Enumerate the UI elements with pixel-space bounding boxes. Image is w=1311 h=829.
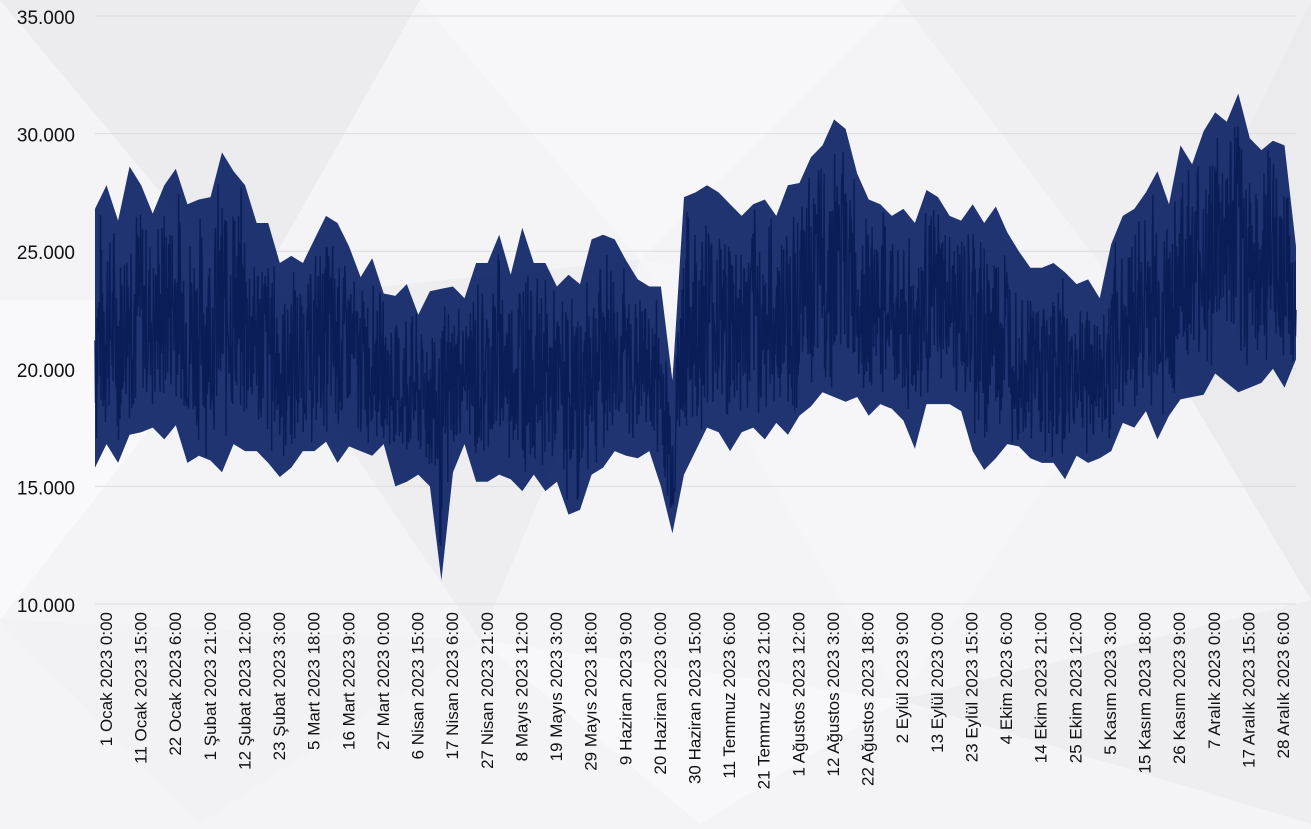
x-tick-label: 11 Ocak 2023 15:00 xyxy=(132,612,151,764)
x-tick-label: 22 Ocak 2023 6:00 xyxy=(166,612,185,756)
y-tick-label: 15.000 xyxy=(17,478,75,499)
background-facet xyxy=(900,0,1311,330)
x-tick-label: 27 Nisan 2023 21:00 xyxy=(478,612,497,769)
x-tick-label: 1 Ağustos 2023 12:00 xyxy=(789,612,808,776)
x-tick-label: 20 Haziran 2023 0:00 xyxy=(651,612,670,775)
background-facet xyxy=(0,620,480,824)
x-tick-label: 4 Ekim 2023 6:00 xyxy=(997,612,1016,744)
x-tick-label: 17 Aralık 2023 15:00 xyxy=(1239,612,1258,768)
background-facet xyxy=(0,0,420,300)
x-tick-label: 6 Nisan 2023 15:00 xyxy=(409,612,428,759)
y-tick-label: 20.000 xyxy=(17,361,75,382)
x-tick-label: 23 Şubat 2023 3:00 xyxy=(270,612,289,760)
background-facet xyxy=(480,640,900,824)
x-axis-ticks: 1 Ocak 2023 0:00 11 Ocak 2023 15:00 22 Oca… xyxy=(97,612,1293,789)
x-tick-label: 12 Şubat 2023 12:00 xyxy=(235,612,254,770)
x-tick-label: 15 Kasım 2023 18:00 xyxy=(1136,612,1155,774)
background-facet xyxy=(900,600,1311,824)
series-line xyxy=(94,126,1297,546)
x-tick-label: 11 Temmuz 2023 6:00 xyxy=(720,612,739,779)
x-tick-label: 22 Ağustos 2023 18:00 xyxy=(859,612,878,786)
x-tick-label: 13 Eylül 2023 0:00 xyxy=(928,612,947,753)
y-axis-ticks: 10.000 15.000 20.000 25.000 30.000 35.000 xyxy=(17,8,75,617)
x-tick-label: 17 Nisan 2023 6:00 xyxy=(443,612,462,759)
x-tick-label: 9 Haziran 2023 9:00 xyxy=(616,612,635,765)
x-tick-label: 1 Ocak 2023 0:00 xyxy=(97,612,116,746)
x-tick-label: 1 Şubat 2023 21:00 xyxy=(201,612,220,760)
x-tick-label: 28 Aralık 2023 6:00 xyxy=(1274,612,1293,759)
x-tick-label: 12 Ağustos 2023 3:00 xyxy=(824,612,843,776)
x-tick-label: 5 Kasım 2023 3:00 xyxy=(1101,612,1120,755)
x-tick-label: 23 Eylül 2023 15:00 xyxy=(962,612,981,762)
y-tick-label: 10.000 xyxy=(17,596,75,617)
x-tick-label: 26 Kasım 2023 9:00 xyxy=(1170,612,1189,764)
x-tick-label: 2 Eylül 2023 9:00 xyxy=(893,612,912,743)
x-tick-label: 14 Ekim 2023 21:00 xyxy=(1032,612,1051,763)
x-tick-label: 5 Mart 2023 18:00 xyxy=(305,612,324,750)
series-group xyxy=(94,93,1297,581)
y-tick-label: 35.000 xyxy=(17,8,75,29)
x-tick-label: 21 Temmuz 2023 21:00 xyxy=(755,612,774,789)
x-tick-label: 8 Mayıs 2023 12:00 xyxy=(512,612,531,761)
x-tick-label: 30 Haziran 2023 15:00 xyxy=(686,612,705,784)
x-tick-label: 19 Mayıs 2023 3:00 xyxy=(547,612,566,761)
y-tick-label: 25.000 xyxy=(17,243,75,264)
x-tick-label: 25 Ekim 2023 12:00 xyxy=(1066,612,1085,763)
y-tick-label: 30.000 xyxy=(17,126,75,147)
x-tick-label: 29 Mayıs 2023 18:00 xyxy=(582,612,601,771)
x-tick-label: 16 Mart 2023 9:00 xyxy=(339,612,358,750)
x-tick-label: 7 Aralık 2023 0:00 xyxy=(1205,612,1224,749)
background-facet xyxy=(420,0,900,260)
x-tick-label: 27 Mart 2023 0:00 xyxy=(374,612,393,750)
